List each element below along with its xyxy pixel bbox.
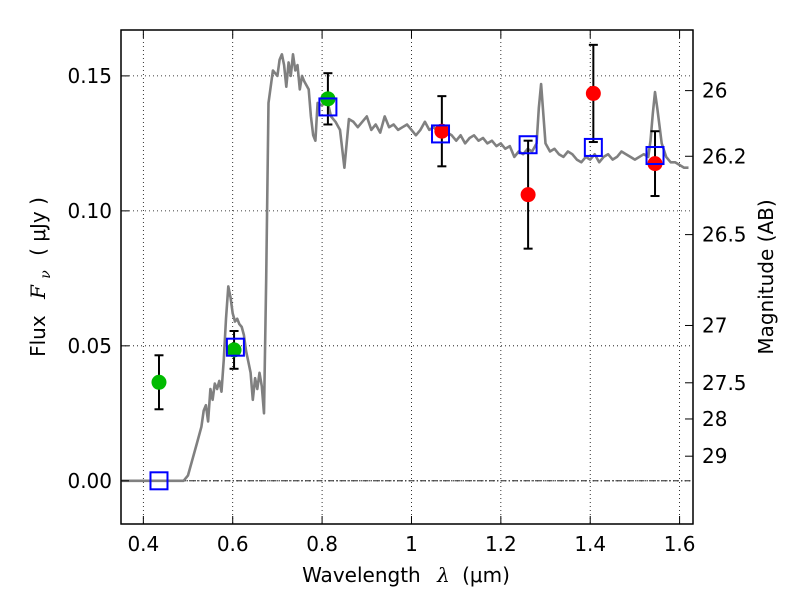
y-axis-title: Flux F ν ( μJy ) [26, 197, 55, 357]
right-tick-label: 26.5 [702, 223, 747, 247]
x-tick-label: 0.4 [127, 532, 159, 556]
green-data-point [151, 374, 167, 390]
x-tick-label: 1.6 [664, 532, 696, 556]
data-markers [149, 85, 665, 491]
y-axis-symbol-subscript: ν [38, 270, 54, 279]
model-flux-box [431, 124, 451, 144]
y-axis-title-text: Flux [26, 315, 50, 357]
right-axis-title: Magnitude (AB) [754, 199, 778, 354]
x-tick-label: 1.2 [485, 532, 517, 556]
x-axis-symbol: λ [436, 563, 450, 587]
x-axis-ticks: 0.4 0.6 0.8 1 1.2 1.4 1.6 [127, 30, 696, 556]
right-tick-label: 27 [702, 313, 727, 337]
plot-frame [120, 29, 694, 525]
x-axis-title: Wavelength λ (μm) [302, 563, 510, 587]
x-tick-label: 1 [405, 532, 418, 556]
y-tick-label: 0.00 [67, 469, 112, 493]
model-flux-box [583, 137, 603, 157]
model-flux-box [645, 146, 665, 166]
y-axis-ticks: 0.00 0.05 0.10 0.15 [67, 64, 129, 493]
y-axis-unit: ( μJy ) [26, 197, 50, 256]
right-tick-label: 26.2 [702, 144, 747, 168]
model-flux-box [318, 97, 338, 117]
right-tick-label: 28 [702, 407, 727, 431]
green-data-point [226, 342, 242, 358]
model-flux-box [518, 135, 538, 155]
y-tick-label: 0.10 [67, 199, 112, 223]
y-axis-symbol: F [26, 284, 50, 300]
x-tick-label: 0.8 [306, 532, 338, 556]
model-flux-box [149, 471, 169, 491]
right-axis-title-text: Magnitude (AB) [754, 199, 778, 354]
right-tick-label: 27.5 [702, 371, 747, 395]
x-tick-label: 1.4 [574, 532, 606, 556]
x-tick-label: 0.6 [217, 532, 249, 556]
y-tick-label: 0.15 [67, 64, 112, 88]
x-axis-unit: (μm) [462, 563, 510, 587]
model-flux-box [225, 337, 245, 357]
plot-area [120, 29, 694, 525]
red-data-point [434, 123, 450, 139]
x-axis-title-text: Wavelength [302, 563, 421, 587]
right-tick-label: 26 [702, 79, 727, 103]
right-tick-label: 29 [702, 444, 727, 468]
plot-frame-border [120, 29, 694, 525]
red-data-point [520, 187, 536, 203]
red-data-point [585, 85, 601, 101]
right-axis-ticks: 26 26.2 26.5 27 27.5 28 29 [685, 79, 747, 468]
y-tick-label: 0.05 [67, 334, 112, 358]
